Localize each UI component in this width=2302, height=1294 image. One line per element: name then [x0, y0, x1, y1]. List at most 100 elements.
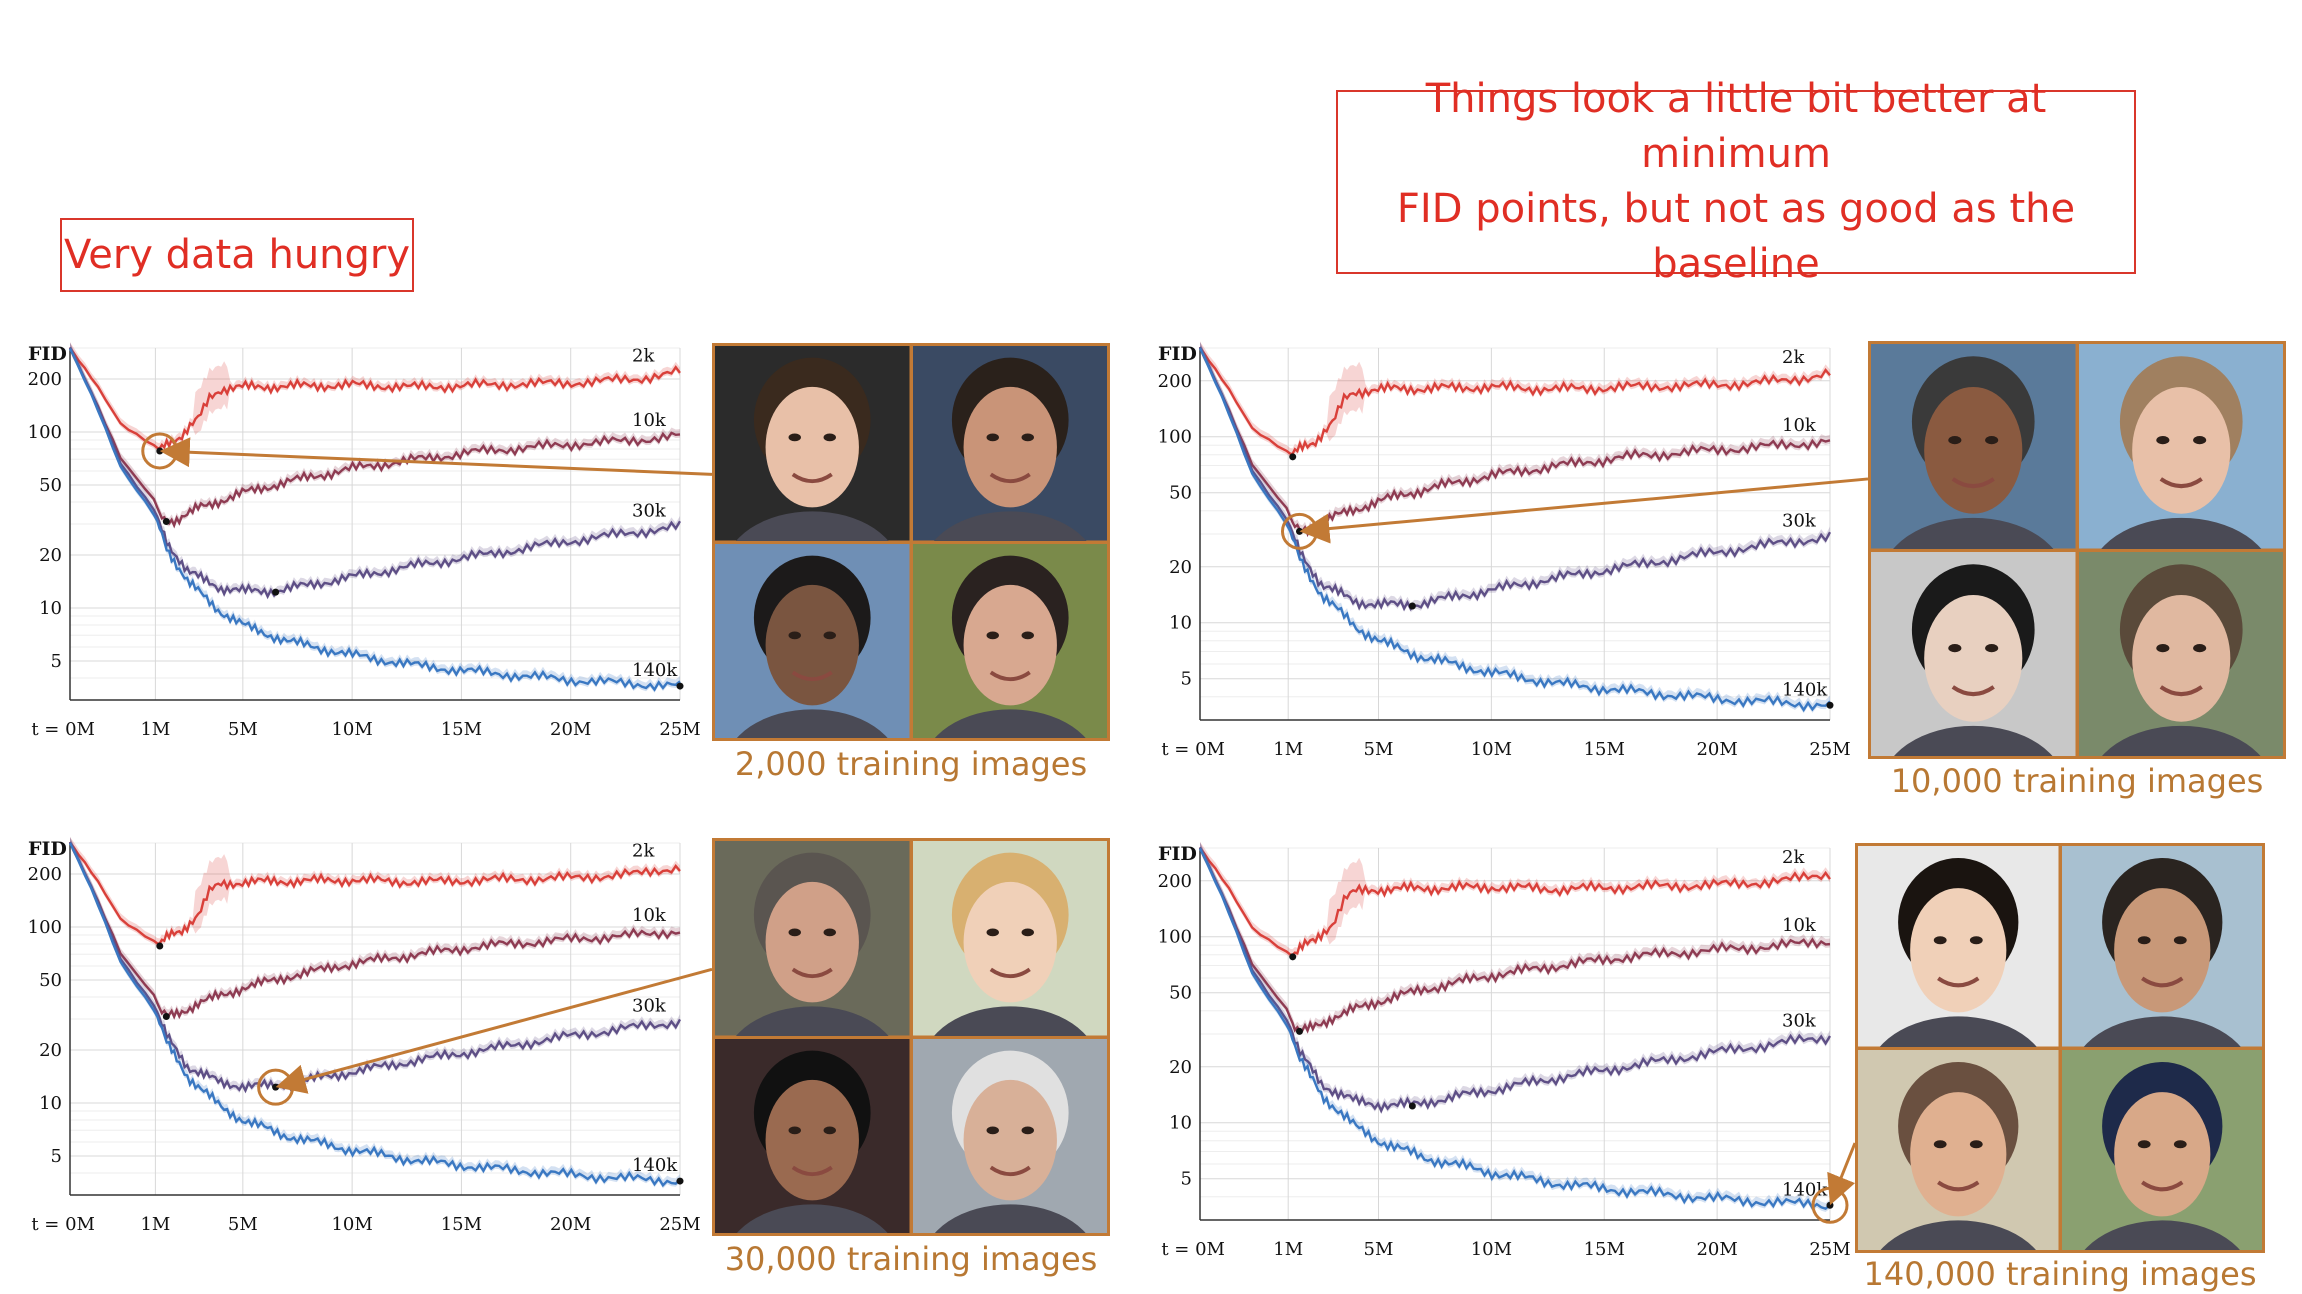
sample-faces-10k [1868, 341, 2286, 759]
face-sample [1871, 344, 2076, 549]
series-line-140k [68, 347, 681, 692]
x-tick-label: 20M [1696, 1239, 1737, 1260]
face-portrait-icon [715, 1038, 910, 1233]
series-label-140k: 140k [1782, 1179, 1828, 1200]
x-tick-label: 25M [659, 719, 700, 740]
min-point-140k [676, 682, 684, 690]
x-tick-label: 5M [228, 1214, 258, 1235]
x-tick-label: 10M [1471, 739, 1512, 760]
x-tick-label: 5M [1364, 739, 1394, 760]
face-portrait-icon [912, 346, 1107, 541]
y-axis-label: FID [1158, 343, 1197, 365]
min-point-2k [1289, 953, 1297, 961]
x-tick-label: t = 0M [1161, 1239, 1225, 1260]
face-portrait-icon [1858, 1049, 2059, 1250]
series-band-2k [70, 837, 680, 947]
face-sample [912, 1038, 1107, 1233]
fid-chart-30k: FID 200 100 50 20 10 5 t = 0M 1M 5M 10M 15M 20M 25M 2k… [28, 836, 701, 1235]
face-portrait-icon [715, 841, 910, 1036]
series-label-2k: 2k [632, 841, 655, 862]
caption-2k: 2,000 training images [734, 745, 1088, 783]
x-tick-label: 20M [550, 1214, 591, 1235]
x-tick-label: 25M [1809, 1239, 1850, 1260]
face-sample [1858, 1049, 2059, 1250]
face-portrait-icon [2061, 1049, 2262, 1250]
y-tick-label: 200 [1158, 871, 1192, 892]
y-tick-label: 50 [39, 970, 62, 991]
y-tick-label: 5 [51, 1146, 62, 1167]
series-line-30k [68, 347, 682, 600]
y-tick-label: 20 [39, 545, 62, 566]
min-point-140k [1826, 701, 1834, 709]
min-point-10k [1295, 1027, 1303, 1035]
series-line-10k [1198, 346, 1831, 538]
face-portrait-icon [912, 543, 1107, 738]
caption-30k: 30,000 training images [724, 1240, 1098, 1278]
series-label-30k: 30k [1782, 511, 1817, 532]
y-tick-label: 50 [1169, 983, 1192, 1004]
series-line-10k [68, 346, 681, 529]
y-axis-label: FID [28, 343, 67, 365]
x-tick-label: 20M [1696, 739, 1737, 760]
y-tick-label: 20 [39, 1040, 62, 1061]
y-tick-label: 200 [28, 864, 62, 885]
min-point-2k [156, 942, 164, 950]
series-label-30k: 30k [632, 501, 667, 522]
x-tick-label: 5M [1364, 1239, 1394, 1260]
series-band-2k [1200, 341, 1830, 458]
face-portrait-icon [2078, 551, 2283, 756]
x-tick-label: 1M [1273, 1239, 1303, 1260]
face-sample [715, 841, 910, 1036]
min-point-10k [162, 517, 170, 525]
face-sample [715, 1038, 910, 1233]
face-portrait-icon [2061, 846, 2262, 1047]
min-point-30k [272, 588, 280, 596]
callout-very-data-hungry: Very data hungry [60, 218, 414, 292]
y-tick-label: 10 [1169, 613, 1192, 634]
face-portrait-icon [1858, 846, 2059, 1047]
min-point-10k [162, 1012, 170, 1020]
min-point-30k [272, 1083, 280, 1091]
highlight-arrow [1827, 1142, 1857, 1206]
face-sample [1858, 846, 2059, 1047]
x-tick-label: t = 0M [31, 719, 95, 740]
caption-10k: 10,000 training images [1890, 762, 2264, 800]
series-band-10k [1200, 841, 1830, 1035]
y-tick-label: 5 [1181, 669, 1192, 690]
y-tick-label: 100 [1158, 927, 1192, 948]
y-tick-label: 20 [1169, 1057, 1192, 1078]
series-label-10k: 10k [1782, 915, 1817, 936]
x-tick-label: 25M [1809, 739, 1850, 760]
x-tick-label: 10M [331, 1214, 372, 1235]
series-label-30k: 30k [1782, 1011, 1817, 1032]
min-point-2k [156, 447, 164, 455]
face-portrait-icon [2078, 344, 2283, 549]
face-sample [912, 346, 1107, 541]
face-sample [715, 346, 910, 541]
x-tick-label: 10M [331, 719, 372, 740]
fid-chart-140k: FID 200 100 50 20 10 5 t = 0M 1M 5M 10M 15M 20M 25M 2k… [1158, 841, 1851, 1260]
x-tick-label: 1M [140, 719, 170, 740]
x-tick-label: 20M [550, 719, 591, 740]
sample-faces-2k [712, 343, 1110, 741]
series-label-140k: 140k [1782, 679, 1828, 700]
x-tick-label: 15M [1584, 739, 1625, 760]
series-band-2k [70, 342, 680, 452]
face-portrait-icon [1871, 551, 2076, 756]
series-label-2k: 2k [632, 346, 655, 367]
x-tick-label: 1M [1273, 739, 1303, 760]
series-line-2k [1199, 346, 1831, 456]
series-line-140k [1198, 847, 1831, 1210]
x-tick-label: 1M [140, 1214, 170, 1235]
series-label-10k: 10k [632, 410, 667, 431]
face-portrait-icon [912, 841, 1107, 1036]
series-band-10k [1200, 341, 1830, 538]
series-line-140k [1198, 347, 1831, 713]
sample-faces-140k [1855, 843, 2265, 1253]
series-label-140k: 140k [632, 660, 678, 681]
face-sample [1871, 551, 2076, 756]
face-sample [2078, 551, 2283, 756]
caption-140k: 140,000 training images [1863, 1255, 2257, 1293]
sample-faces-30k [712, 838, 1110, 1236]
min-point-30k [1408, 602, 1416, 610]
